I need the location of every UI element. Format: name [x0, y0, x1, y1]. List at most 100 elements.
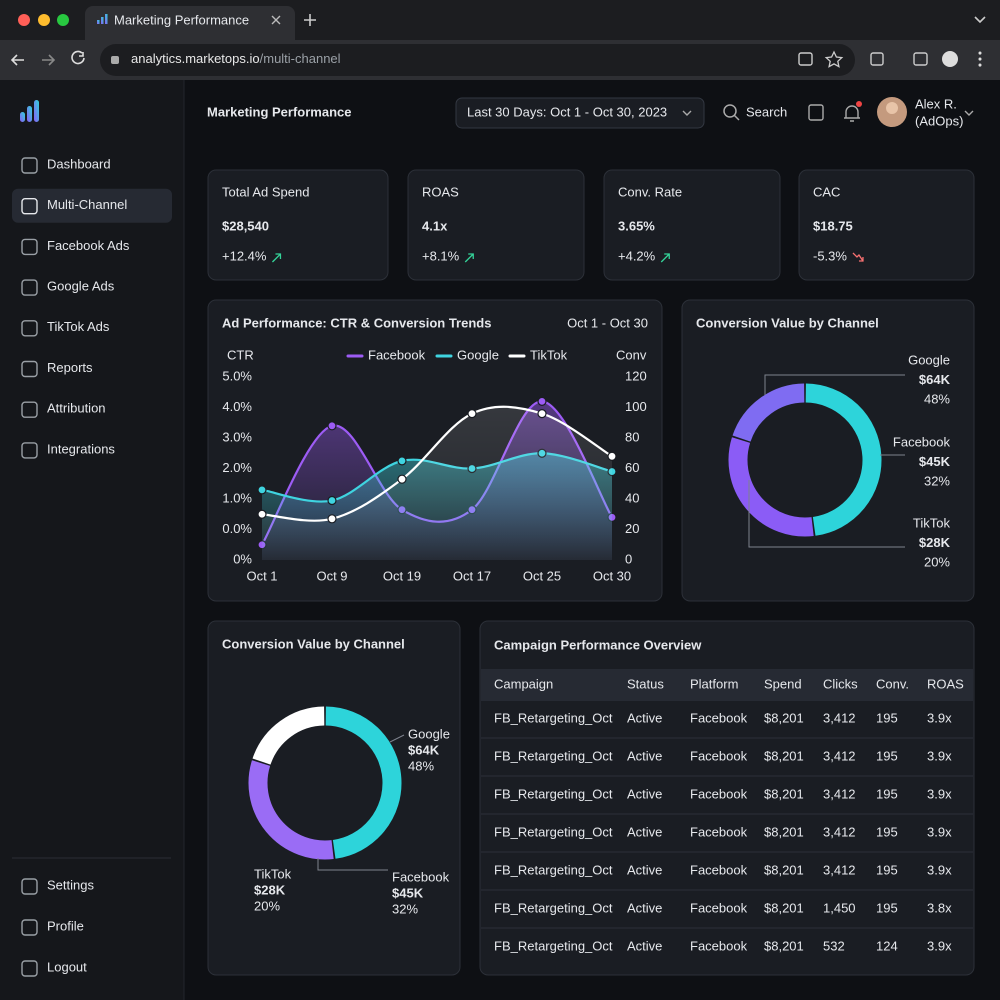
slice-percent: 32%	[924, 473, 950, 488]
donut-segment	[728, 437, 814, 537]
tab-close[interactable]	[271, 15, 281, 25]
window-control[interactable]	[18, 14, 30, 26]
table-cell: 195	[876, 748, 898, 763]
nav-icon	[21, 238, 38, 256]
nav-icon	[21, 960, 38, 977]
forward-button[interactable]	[42, 54, 56, 66]
browser-tab[interactable]	[85, 6, 295, 40]
kpi-change: -5.3%	[813, 248, 847, 263]
data-point	[397, 474, 407, 484]
install-icon[interactable]	[798, 52, 813, 66]
bookmark-star[interactable]	[824, 50, 844, 68]
table-cell: 195	[876, 710, 898, 725]
notifications[interactable]	[844, 105, 860, 122]
y-axis-label: CTR	[227, 347, 254, 362]
data-point	[397, 456, 407, 466]
reload-button[interactable]	[71, 50, 85, 65]
slice-amount: $64K	[408, 742, 440, 757]
new-tab[interactable]	[304, 14, 316, 26]
search[interactable]: Search	[746, 104, 787, 119]
x-tick-label: Oct 30	[593, 568, 631, 583]
nav-item[interactable]: Reports	[47, 360, 93, 375]
nav-item[interactable]: Integrations	[47, 441, 115, 456]
nav-item[interactable]: Facebook Ads	[47, 238, 130, 253]
table-cell: Facebook	[690, 824, 748, 839]
table-cell[interactable]: FB_Retargeting_Oct	[494, 938, 613, 953]
table-cell[interactable]: FB_Retargeting_Oct	[494, 824, 613, 839]
table-header-row	[481, 669, 973, 701]
profile-button[interactable]	[942, 51, 958, 67]
window-control[interactable]	[38, 14, 50, 26]
column-header: Platform	[690, 676, 738, 691]
extensions[interactable]	[870, 52, 884, 66]
table-cell: 3,412	[823, 862, 856, 877]
slice-amount: $45K	[919, 454, 951, 469]
table-cell: 3.8x	[927, 900, 952, 915]
table-cell: Active	[627, 862, 662, 877]
url-path: /multi-channel	[260, 51, 341, 66]
window-control[interactable]	[57, 14, 69, 26]
leader-line	[748, 480, 905, 548]
nav-icon	[21, 919, 38, 936]
kpi-change: +8.1%	[422, 248, 460, 263]
kpi-card	[603, 169, 781, 281]
table-cell: Facebook	[690, 748, 748, 763]
x-tick-label: Oct 1	[246, 568, 277, 583]
url-host: analytics.marketops.io	[131, 51, 260, 66]
slice-percent: 20%	[254, 898, 280, 913]
table-cell: 3.9x	[927, 862, 952, 877]
legend-label: Facebook	[368, 347, 426, 362]
slice-amount: $28K	[254, 882, 286, 897]
dropdown-chevron	[682, 110, 692, 116]
nav-item[interactable]: Logout	[47, 959, 87, 974]
data-point	[327, 421, 337, 431]
slice-label: Facebook	[893, 434, 951, 449]
nav-item[interactable]: Attribution	[47, 401, 106, 416]
user-name: Alex R.	[915, 96, 957, 111]
y-tick-label: 1.0%	[222, 490, 252, 505]
back-button[interactable]	[10, 54, 24, 66]
data-point	[257, 485, 267, 495]
nav-item[interactable]: Dashboard	[47, 156, 111, 171]
table-cell[interactable]: FB_Retargeting_Oct	[494, 710, 613, 725]
table-cell: 124	[876, 938, 898, 953]
table-cell: Facebook	[690, 938, 748, 953]
date-range: Last 30 Days: Oct 1 - Oct 30, 2023	[467, 104, 667, 119]
table-cell: $8,201	[764, 900, 804, 915]
nav-icon	[21, 320, 38, 337]
table-cell: 3.9x	[927, 938, 952, 953]
nav-item[interactable]: Google Ads	[47, 279, 115, 294]
leader-line	[389, 734, 405, 743]
nav-item[interactable]: TikTok Ads	[47, 319, 110, 334]
slice-percent: 48%	[408, 758, 434, 773]
nav-item[interactable]: Multi-Channel	[47, 197, 127, 212]
nav-item[interactable]: Settings	[47, 877, 94, 892]
nav-item[interactable]: Profile	[47, 918, 84, 933]
kpi-card	[407, 169, 585, 281]
table-cell: 3.9x	[927, 824, 952, 839]
url-bar[interactable]	[100, 44, 855, 76]
kpi-value: $18.75	[813, 218, 853, 233]
kpi-value: 4.1x	[422, 218, 448, 233]
site-info	[111, 56, 119, 64]
calendar-button[interactable]	[808, 104, 824, 121]
nav-icon	[21, 360, 38, 378]
legend-label: Google	[457, 347, 499, 362]
table-cell: 3,412	[823, 710, 856, 725]
side-panel[interactable]	[913, 52, 928, 66]
table-cell[interactable]: FB_Retargeting_Oct	[494, 786, 613, 801]
date-range-picker[interactable]	[455, 97, 705, 129]
table-cell[interactable]: FB_Retargeting_Oct	[494, 748, 613, 763]
table-cell[interactable]: FB_Retargeting_Oct	[494, 900, 613, 915]
table-cell: Active	[627, 786, 662, 801]
data-point	[327, 514, 337, 524]
table-cell[interactable]: FB_Retargeting_Oct	[494, 862, 613, 877]
table-cell: Active	[627, 710, 662, 725]
kpi-trend-arrow	[852, 252, 864, 262]
user-menu-chevron[interactable]	[964, 110, 974, 116]
nav-icon	[21, 878, 38, 895]
table-cell: Active	[627, 824, 662, 839]
table-cell: 3.9x	[927, 710, 952, 725]
tab-menu[interactable]	[974, 16, 986, 24]
